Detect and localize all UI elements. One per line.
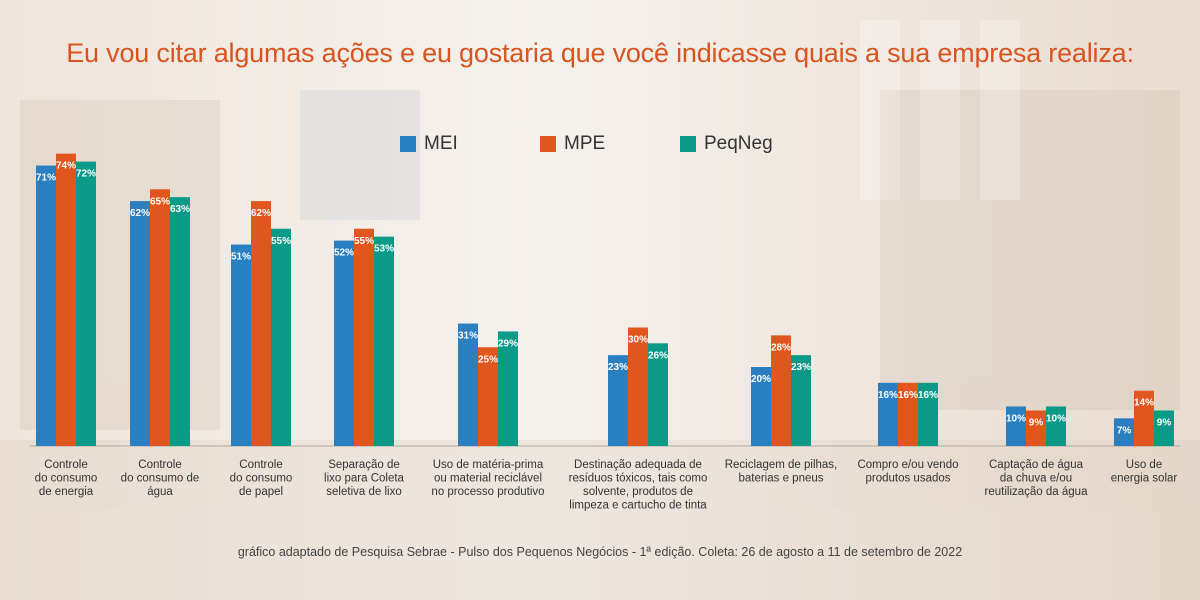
bar-mei-7 xyxy=(751,367,771,446)
bar-mpe-5 xyxy=(478,347,498,446)
data-label-mei-9: 10% xyxy=(1006,414,1026,425)
data-label-peqneg-7: 23% xyxy=(791,362,811,373)
data-label-mei-2: 62% xyxy=(130,208,150,219)
data-label-mei-6: 23% xyxy=(608,362,628,373)
data-label-peqneg-10: 9% xyxy=(1157,417,1172,428)
category-label-3: Controle do consumo de papel xyxy=(230,459,293,498)
category-label-2: Controle do consumo de água xyxy=(121,459,200,498)
bar-mei-6 xyxy=(608,355,628,446)
category-label-9: Captação de água da chuva e/ou reutilizaçã… xyxy=(985,459,1089,498)
bar-peqneg-5 xyxy=(498,331,518,446)
data-label-peqneg-4: 53% xyxy=(374,244,394,255)
bar-mei-8 xyxy=(878,382,898,446)
legend-swatch-mei xyxy=(400,136,416,152)
bar-mei-4 xyxy=(334,240,354,446)
data-label-mpe-7: 28% xyxy=(771,342,791,353)
legend-label-peqneg: PeqNeg xyxy=(704,133,773,154)
legend-item-mpe: MPE xyxy=(540,133,680,155)
legend-label-mpe: MPE xyxy=(564,133,606,154)
data-label-mpe-3: 62% xyxy=(251,208,271,219)
data-label-mei-3: 51% xyxy=(231,252,251,263)
bar-peqneg-8 xyxy=(918,382,938,446)
category-label-8: Compro e/ou vendo produtos usados xyxy=(857,459,958,485)
data-label-mpe-5: 25% xyxy=(478,354,498,365)
legend-label-mei: MEI xyxy=(424,133,458,154)
bar-peqneg-10 xyxy=(1154,410,1174,446)
category-label-7: Reciclagem de pilhas, baterias e pneus xyxy=(725,459,838,485)
bar-peqneg-6 xyxy=(648,343,668,446)
bar-mei-2 xyxy=(130,201,150,446)
legend-swatch-peqneg xyxy=(680,136,696,152)
bar-mei-9 xyxy=(1006,406,1026,446)
data-label-mpe-9: 9% xyxy=(1029,417,1044,428)
bar-peqneg-2 xyxy=(170,197,190,446)
category-label-5: Uso de matéria-prima ou material recicláv… xyxy=(431,459,544,498)
data-label-mpe-8: 16% xyxy=(898,390,918,401)
data-label-peqneg-1: 72% xyxy=(76,169,96,180)
bar-peqneg-4 xyxy=(374,236,394,446)
bar-mpe-10 xyxy=(1134,390,1154,446)
bar-mei-3 xyxy=(231,244,251,446)
data-label-mpe-4: 55% xyxy=(354,236,374,247)
data-label-peqneg-2: 63% xyxy=(170,204,190,215)
category-label-6: Destinação adequada de resíduos tóxicos, … xyxy=(569,459,708,512)
data-label-mpe-10: 14% xyxy=(1134,398,1154,409)
bar-peqneg-1 xyxy=(76,161,96,446)
bar-mpe-4 xyxy=(354,228,374,446)
bar-mpe-2 xyxy=(150,189,170,446)
data-label-mpe-6: 30% xyxy=(628,335,648,346)
data-label-peqneg-6: 26% xyxy=(648,350,668,361)
bar-mpe-6 xyxy=(628,327,648,446)
data-label-mei-1: 71% xyxy=(36,173,56,184)
legend-item-mei: MEI xyxy=(400,133,540,155)
bar-mpe-1 xyxy=(56,153,76,446)
legend-item-peqneg: PeqNeg xyxy=(680,133,820,155)
legend: MEI MPE PeqNeg xyxy=(400,133,820,155)
bar-mpe-3 xyxy=(251,201,271,446)
data-label-peqneg-8: 16% xyxy=(918,390,938,401)
bar-mei-5 xyxy=(458,323,478,446)
bar-mei-10 xyxy=(1114,418,1134,446)
category-label-4: Separação de lixo para Coleta seletiva de … xyxy=(324,459,405,498)
category-label-10: Uso de energia solar xyxy=(1111,459,1178,485)
data-label-peqneg-5: 29% xyxy=(498,338,518,349)
bar-peqneg-3 xyxy=(271,228,291,446)
data-label-mei-7: 20% xyxy=(751,374,771,385)
data-label-mei-5: 31% xyxy=(458,331,478,342)
data-label-peqneg-3: 55% xyxy=(271,236,291,247)
bar-mpe-7 xyxy=(771,335,791,446)
data-label-mei-4: 52% xyxy=(334,248,354,259)
legend-swatch-mpe xyxy=(540,136,556,152)
data-label-mpe-2: 65% xyxy=(150,196,170,207)
chart-title: Eu vou citar algumas ações e eu gostaria… xyxy=(66,38,1134,68)
source-note: gráfico adaptado de Pesquisa Sebrae - Pu… xyxy=(237,545,963,559)
bar-peqneg-7 xyxy=(791,355,811,446)
bar-peqneg-9 xyxy=(1046,406,1066,446)
bar-mei-1 xyxy=(36,165,56,447)
bar-mpe-8 xyxy=(898,382,918,446)
data-label-mei-8: 16% xyxy=(878,390,898,401)
data-label-mpe-1: 74% xyxy=(56,161,76,172)
bar-mpe-9 xyxy=(1026,410,1046,446)
data-label-mei-10: 7% xyxy=(1117,425,1132,436)
category-label-1: Controle do consumo de energia xyxy=(35,459,98,498)
data-label-peqneg-9: 10% xyxy=(1046,414,1066,425)
